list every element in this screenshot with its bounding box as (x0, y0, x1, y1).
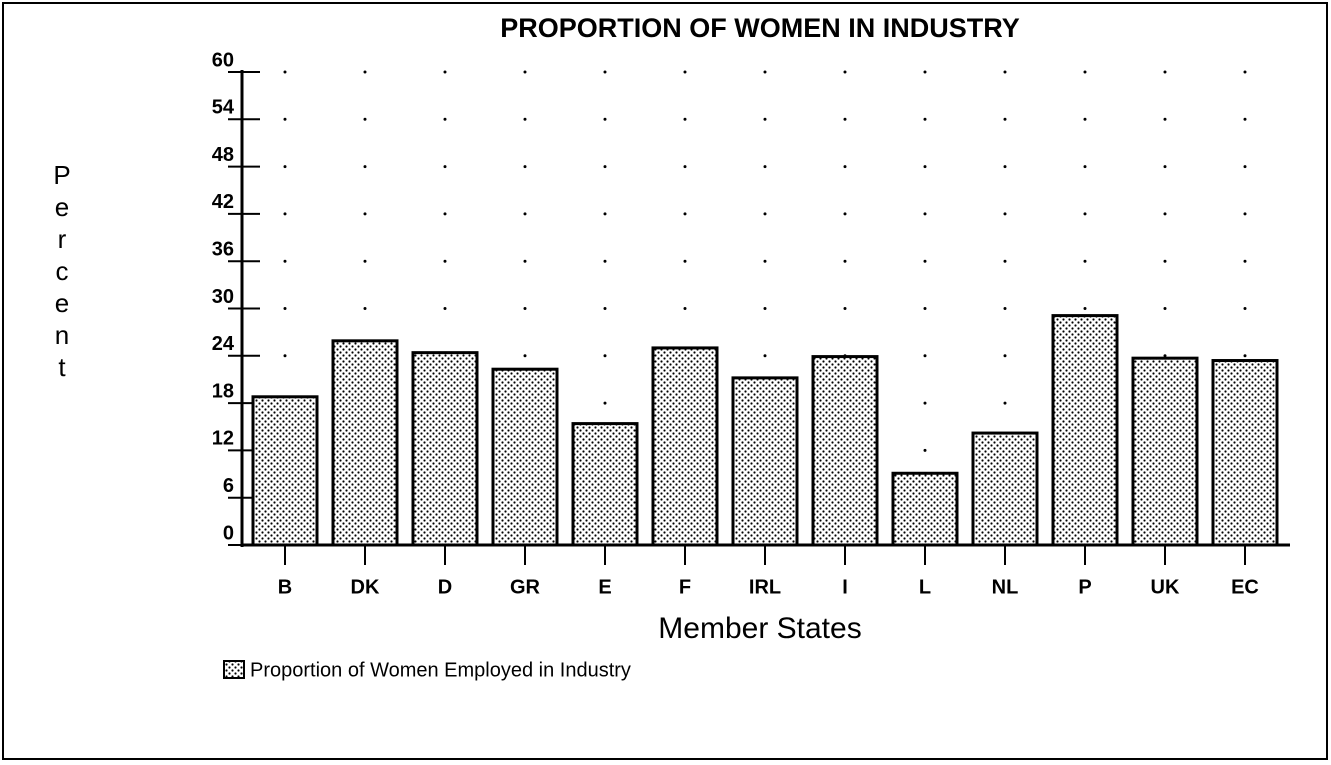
y-tick-label: 48 (212, 144, 234, 166)
bar (731, 376, 799, 547)
bar (1211, 359, 1279, 547)
y-tick-label: 60 (212, 49, 234, 71)
bar (651, 346, 719, 547)
y-axis-label: Percent (47, 160, 77, 384)
x-tick-label: B (278, 576, 292, 598)
x-tick-label: E (598, 576, 611, 598)
x-tick-label: NL (992, 576, 1019, 598)
x-tick-label: UK (1151, 576, 1180, 598)
legend-swatch (223, 660, 245, 679)
bar (811, 355, 879, 547)
x-tick-label: F (679, 576, 691, 598)
x-tick-label: DK (351, 576, 380, 598)
y-tick-label: 18 (212, 380, 234, 402)
x-tick-label: EC (1231, 576, 1259, 598)
bar (891, 471, 959, 547)
bar (1051, 314, 1119, 547)
x-tick-label: GR (510, 576, 541, 598)
bar (491, 367, 559, 547)
bar (411, 351, 479, 547)
bar (251, 395, 319, 547)
y-tick-label: 36 (212, 238, 234, 260)
bar (571, 422, 639, 547)
y-tick-label: 6 (223, 475, 234, 497)
y-tick-label: 54 (212, 97, 235, 119)
x-axis-label: Member States (658, 612, 861, 645)
legend-label: Proportion of Women Employed in Industry (250, 659, 631, 681)
x-tick-label: IRL (749, 576, 781, 598)
bar (331, 339, 399, 547)
x-tick-label: P (1078, 576, 1091, 598)
x-tick-label: L (919, 576, 931, 598)
chart-title: PROPORTION OF WOMEN IN INDUSTRY (500, 13, 1020, 43)
y-tick-label: 42 (212, 191, 234, 213)
bar (971, 431, 1039, 547)
y-tick-label: 12 (212, 428, 234, 450)
y-tick-label: 24 (212, 333, 235, 355)
bar (1131, 356, 1199, 547)
x-tick-label: D (438, 576, 452, 598)
y-tick-label: 30 (212, 286, 234, 308)
x-tick-label: I (842, 576, 848, 598)
y-tick-label: 0 (223, 522, 234, 544)
